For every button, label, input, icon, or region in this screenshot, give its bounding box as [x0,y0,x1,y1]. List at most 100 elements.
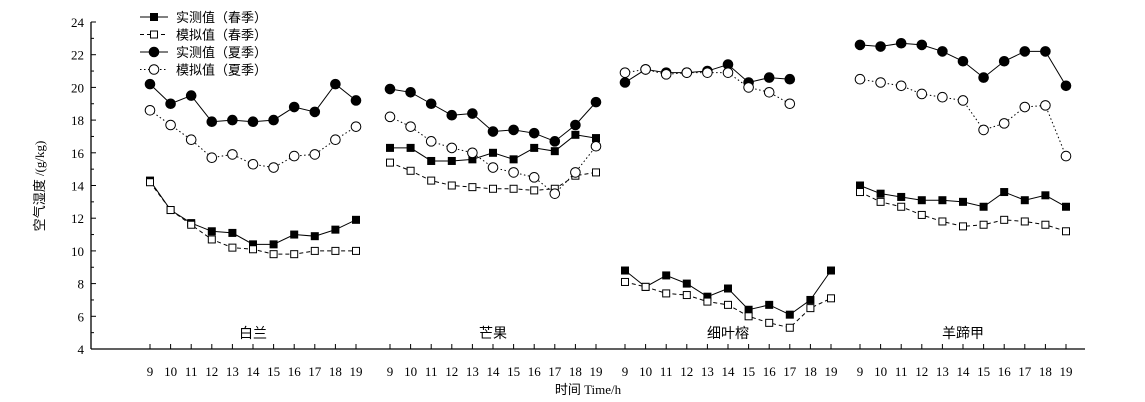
y-tick-label: 22 [71,48,84,63]
x-tick-label: 19 [590,364,603,379]
data-point [509,184,518,193]
data-point [331,225,340,234]
data-point [268,114,279,126]
data-point [592,168,600,177]
data-point [959,197,967,206]
x-tick-label: 13 [466,364,479,379]
y-tick-label: 4 [78,342,85,357]
x-tick-label: 19 [350,364,363,379]
data-point [998,118,1010,129]
x-tick-label: 14 [722,364,736,379]
data-point [487,162,499,173]
data-point [681,67,693,78]
data-point [682,279,691,288]
x-tick-label: 9 [857,364,864,379]
x-tick-label: 17 [548,364,562,379]
x-tick-label: 18 [804,364,817,379]
data-point [1041,191,1050,200]
data-point [662,271,671,280]
data-point [467,108,478,119]
data-point [352,246,360,255]
group-label: 白兰 [239,326,267,342]
data-point [959,222,967,231]
x-tick-label: 18 [569,364,582,379]
x-tick-label: 14 [957,364,971,379]
data-point [785,310,794,319]
x-tick-label: 9 [147,364,154,379]
x-tick-label: 17 [308,364,322,379]
data-point [489,184,497,193]
data-point [957,95,969,106]
data-point [619,77,631,88]
data-point [290,250,299,259]
data-point [269,250,278,259]
data-point [528,172,540,183]
data-point [1060,150,1072,162]
data-point [640,64,651,75]
data-point [743,82,754,93]
data-point [1041,220,1050,229]
data-point [549,136,561,147]
data-point [227,149,238,160]
y-tick-label: 16 [71,146,85,161]
data-point [247,116,259,128]
data-point [549,188,561,199]
data-point [425,98,437,110]
data-point [998,55,1010,67]
x-tick-label: 12 [445,364,458,379]
data-point [917,210,926,219]
data-point [854,39,866,51]
data-point [1019,101,1031,113]
data-point [146,178,154,187]
data-point [916,39,928,51]
x-tick-label: 10 [164,364,177,379]
data-point [247,158,259,170]
x-tick-label: 14 [487,364,501,379]
data-point [703,297,712,306]
x-tick-label: 16 [998,364,1012,379]
x-tick-label: 13 [701,364,714,379]
x-tick-label: 16 [528,364,542,379]
y-tick-label: 10 [71,244,84,259]
x-tick-label: 10 [639,364,652,379]
legend: 实测值（春季） 模拟值（春季） 实测值（夏季） 模拟值（夏季） [140,10,267,78]
data-point [979,220,988,229]
data-point [468,183,477,192]
data-point [489,148,497,157]
data-point [722,67,734,78]
x-tick-label: 15 [977,364,990,379]
series-line [149,180,357,245]
legend-label: 模拟值（春季） [176,28,267,43]
data-point [897,192,906,201]
data-point [447,181,456,190]
x-tick-label: 11 [185,364,198,379]
data-point [350,121,362,132]
data-point [875,77,886,88]
data-point [876,197,885,206]
data-point [330,78,341,90]
data-point [641,282,650,291]
data-point [310,246,319,255]
data-point [228,243,237,252]
data-point [937,46,948,57]
data-point [827,294,835,303]
x-tick-label: 13 [936,364,949,379]
x-tick-label: 10 [404,364,417,379]
legend-marker [148,46,160,58]
y-tick-label: 14 [71,179,85,194]
data-point [228,228,237,237]
y-tick-label: 18 [71,113,84,128]
data-point [528,127,540,139]
x-tick-label: 16 [763,364,777,379]
x-tick-label: 19 [825,364,838,379]
y-tick-label: 6 [78,309,85,324]
data-point [386,143,394,152]
data-point [509,155,518,164]
x-tick-label: 12 [680,364,693,379]
y-tick-label: 24 [71,15,85,30]
x-tick-label: 18 [1039,364,1052,379]
data-point [550,147,559,156]
data-point [895,37,907,49]
data-point [406,143,415,152]
y-tick-label: 20 [71,80,84,95]
